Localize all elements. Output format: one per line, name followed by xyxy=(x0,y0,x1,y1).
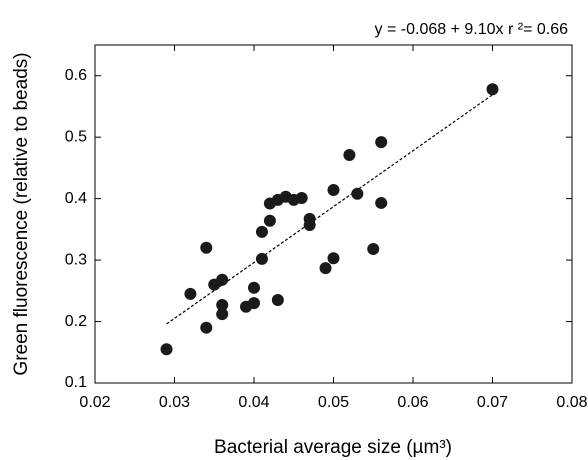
point xyxy=(303,219,316,232)
x-tick-label: 0.03 xyxy=(159,394,190,411)
point xyxy=(160,343,173,356)
point xyxy=(200,241,213,254)
point xyxy=(375,196,388,209)
point xyxy=(200,321,213,334)
point xyxy=(271,294,284,307)
y-tick-label: 0.3 xyxy=(65,251,87,268)
x-tick-label: 0.04 xyxy=(238,394,269,411)
y-tick-label: 0.5 xyxy=(65,128,87,145)
point xyxy=(319,262,332,275)
point xyxy=(263,214,276,227)
x-tick-label: 0.02 xyxy=(79,394,110,411)
y-axis-label: Green fluorescence (relative to beads) xyxy=(11,52,32,375)
x-tick-label: 0.07 xyxy=(477,394,508,411)
plot-frame xyxy=(94,44,573,384)
point xyxy=(295,192,308,205)
point xyxy=(327,252,340,265)
y-tick-label: 0.1 xyxy=(65,374,87,391)
x-axis-label: Bacterial average size (µm³) xyxy=(214,437,452,458)
y-tick-label: 0.2 xyxy=(65,313,87,330)
y-tick-label: 0.6 xyxy=(65,67,87,84)
point xyxy=(216,308,229,321)
point xyxy=(375,136,388,149)
point xyxy=(343,149,356,162)
point xyxy=(367,243,380,256)
x-tick-label: 0.08 xyxy=(556,394,587,411)
x-tick-label: 0.05 xyxy=(318,394,349,411)
fit-annotation: y = -0.068 + 9.10x r ²= 0.66 xyxy=(375,21,569,38)
x-tick-label: 0.06 xyxy=(397,394,428,411)
point xyxy=(216,298,229,311)
y-tick-label: 0.4 xyxy=(65,190,87,207)
point xyxy=(248,281,260,294)
point xyxy=(486,83,499,96)
point xyxy=(255,252,268,265)
point xyxy=(327,184,340,197)
point xyxy=(351,187,364,200)
point xyxy=(216,273,229,286)
point xyxy=(184,287,197,300)
point xyxy=(255,225,268,238)
fit-line xyxy=(166,94,493,325)
point xyxy=(248,297,260,310)
